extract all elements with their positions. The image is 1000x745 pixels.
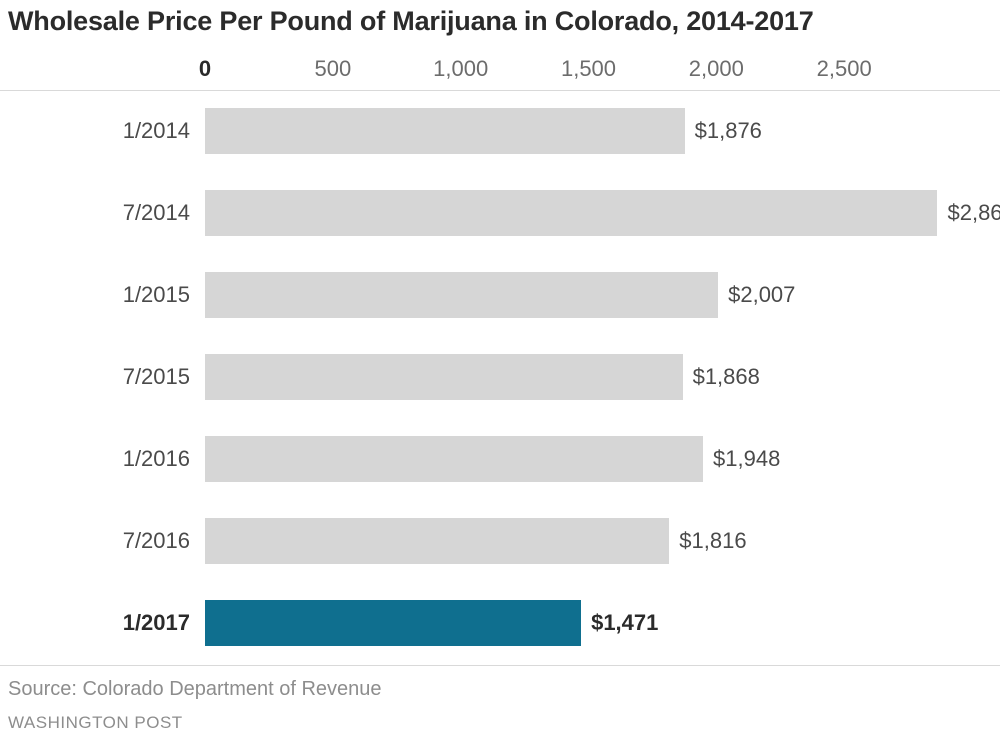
bar-row: 7/2015 $1,868	[0, 336, 1000, 418]
bottom-rule	[0, 665, 1000, 666]
bar-row: 7/2014 $2,865	[0, 172, 1000, 254]
x-tick-label: 1,500	[561, 56, 616, 82]
x-tick-label: 2,000	[689, 56, 744, 82]
value-label: $1,876	[695, 118, 762, 144]
bar-row: 7/2016 $1,816	[0, 500, 1000, 582]
bar	[205, 108, 685, 154]
bar	[205, 272, 718, 318]
bar	[205, 600, 581, 646]
category-label: 7/2015	[123, 364, 190, 390]
bar-row: 1/2015 $2,007	[0, 254, 1000, 336]
category-label: 7/2014	[123, 200, 190, 226]
bar	[205, 354, 683, 400]
bar-row: 1/2014 $1,876	[0, 90, 1000, 172]
category-label: 1/2015	[123, 282, 190, 308]
value-label: $1,948	[713, 446, 780, 472]
x-tick-label: 1,000	[433, 56, 488, 82]
category-label: 1/2017	[123, 610, 190, 636]
value-label: $1,471	[591, 610, 658, 636]
bar	[205, 518, 669, 564]
bar	[205, 190, 937, 236]
source-text: Source: Colorado Department of Revenue	[8, 678, 382, 701]
category-label: 1/2016	[123, 446, 190, 472]
price-bar-chart: Wholesale Price Per Pound of Marijuana i…	[0, 0, 1000, 745]
value-label: $2,007	[728, 282, 795, 308]
value-label: $1,868	[693, 364, 760, 390]
bar-row: 1/2016 $1,948	[0, 418, 1000, 500]
plot-area: 1/2014 $1,876 7/2014 $2,865 1/2015 $2,007 7/20…	[0, 90, 1000, 666]
category-label: 7/2016	[123, 528, 190, 554]
value-label: $1,816	[679, 528, 746, 554]
chart-title: Wholesale Price Per Pound of Marijuana i…	[8, 6, 814, 37]
bar	[205, 436, 703, 482]
credit-text: WASHINGTON POST	[8, 713, 183, 733]
x-tick-label: 500	[314, 56, 351, 82]
x-tick-label: 0	[199, 56, 211, 82]
value-label: $2,865	[947, 200, 1000, 226]
bar-row: 1/2017 $1,471	[0, 582, 1000, 664]
x-tick-label: 2,500	[817, 56, 872, 82]
category-label: 1/2014	[123, 118, 190, 144]
